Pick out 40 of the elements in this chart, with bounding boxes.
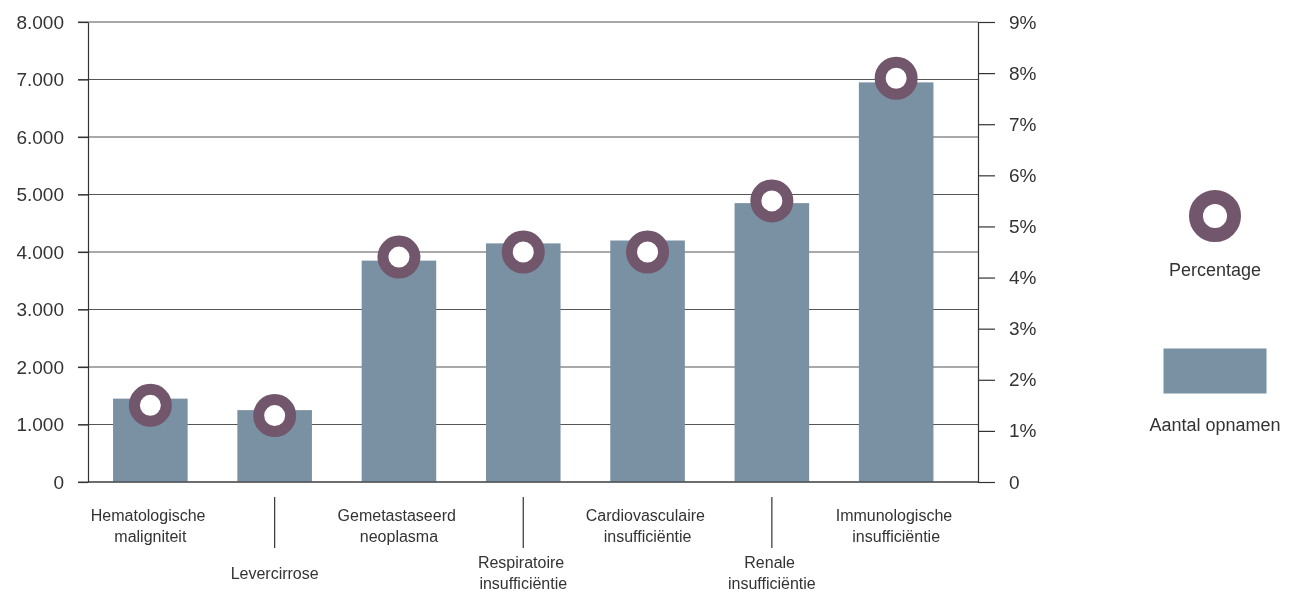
y-tick-label: 4.000 bbox=[16, 241, 64, 263]
point bbox=[377, 235, 421, 279]
y2-tick-label: 8% bbox=[1009, 62, 1037, 84]
y2-tick-label: 0 bbox=[1009, 471, 1020, 493]
y2-tick-label: 4% bbox=[1009, 267, 1037, 289]
x-tick-label: Levercirrose bbox=[230, 564, 319, 582]
y2-tick-label: 7% bbox=[1009, 113, 1037, 135]
point bbox=[874, 56, 918, 100]
x-tick-label: Gemetastaseerd neoplasma bbox=[337, 506, 461, 545]
y-tick-label: 2.000 bbox=[16, 356, 64, 378]
text: Aantal opnamen bbox=[1149, 415, 1281, 436]
point bbox=[626, 230, 670, 274]
y2-tick-label: 5% bbox=[1009, 216, 1037, 238]
y2-tick-label: 9% bbox=[1009, 11, 1037, 33]
y-tick-label: 0 bbox=[53, 471, 64, 493]
y-tick-label: 7.000 bbox=[16, 69, 64, 91]
y2-tick-label: 6% bbox=[1009, 164, 1037, 186]
y-tick-label: 5.000 bbox=[16, 184, 64, 206]
point bbox=[128, 383, 172, 427]
y2-tick-label: 3% bbox=[1009, 318, 1037, 340]
y-tick-label: 3.000 bbox=[16, 299, 64, 321]
y2-tick-label: 1% bbox=[1009, 420, 1037, 442]
x-tick-label: Immunologische insufficiëntie bbox=[835, 506, 957, 545]
y-tick-label: 1.000 bbox=[16, 414, 64, 436]
x-tick-label: Cardiovasculaire insufficiëntie bbox=[585, 506, 710, 545]
point bbox=[501, 230, 545, 274]
bar bbox=[361, 260, 437, 482]
y2-tick-label: 2% bbox=[1009, 369, 1037, 391]
bar bbox=[610, 240, 685, 482]
point bbox=[253, 394, 297, 438]
bar bbox=[734, 203, 810, 482]
bar bbox=[858, 82, 934, 482]
y-tick-label: 6.000 bbox=[16, 126, 64, 148]
x-tick-label: Respiratoire insufficiëntie bbox=[477, 554, 569, 593]
y-tick-label: 8.000 bbox=[16, 11, 64, 33]
point bbox=[750, 179, 794, 223]
x-tick-label: Renale insufficiëntie bbox=[727, 554, 816, 593]
x-tick-label: Hematologische maligniteit bbox=[90, 506, 210, 545]
bar bbox=[485, 243, 561, 482]
text: Percentage bbox=[1168, 260, 1262, 281]
